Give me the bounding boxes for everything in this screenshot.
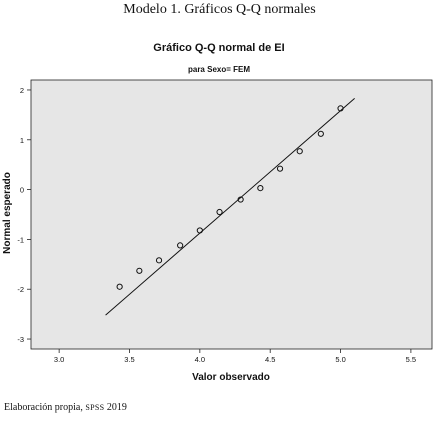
- data-point: [216, 208, 223, 216]
- source-note-software: SPSS: [85, 403, 105, 412]
- source-note-year: 2019: [104, 402, 127, 413]
- data-point: [116, 283, 123, 290]
- data-point: [296, 148, 303, 155]
- y-axis-label: Normal esperado: [2, 172, 13, 254]
- x-tick-label: 5.0: [335, 355, 345, 364]
- source-note-prefix: Elaboración propia,: [4, 402, 86, 413]
- y-tick-label: 1: [20, 136, 24, 145]
- data-point: [276, 165, 284, 172]
- x-tick-label: 3.5: [124, 355, 134, 364]
- y-tick-label: -2: [17, 285, 24, 294]
- figure-caption: Modelo 1. Gráficos Q-Q normales: [123, 2, 316, 17]
- plot-area: [30, 79, 433, 350]
- y-tick-label: 0: [20, 186, 24, 195]
- data-point: [155, 257, 163, 264]
- data-point: [136, 267, 143, 274]
- y-tick-label: -1: [17, 235, 24, 244]
- data-point: [237, 196, 244, 203]
- y-tick-label: -3: [17, 335, 24, 344]
- chart-title: Gráfico Q-Q normal de EI: [153, 42, 284, 54]
- chart-subtitle: para Sexo= FEM: [188, 65, 250, 74]
- data-point: [337, 105, 344, 112]
- x-tick-label: 4.0: [195, 355, 205, 364]
- x-tick-label: 4.5: [265, 355, 275, 364]
- data-point: [317, 130, 324, 137]
- data-point: [196, 227, 203, 234]
- x-axis: 3.0 3.5 4.0 4.5 5.0 5.5: [54, 349, 416, 364]
- source-note: Elaboración propia, SPSS 2019: [4, 402, 127, 413]
- x-tick-label: 3.0: [54, 355, 64, 364]
- data-point: [177, 242, 184, 249]
- y-tick-label: 2: [20, 86, 24, 95]
- x-tick-label: 5.5: [406, 355, 416, 364]
- x-axis-label: Valor observado: [192, 372, 270, 383]
- y-axis: -3 -2 -1 0 1 2: [17, 86, 31, 344]
- data-points: [116, 105, 344, 290]
- data-point: [257, 184, 264, 192]
- reference-line: [105, 98, 355, 316]
